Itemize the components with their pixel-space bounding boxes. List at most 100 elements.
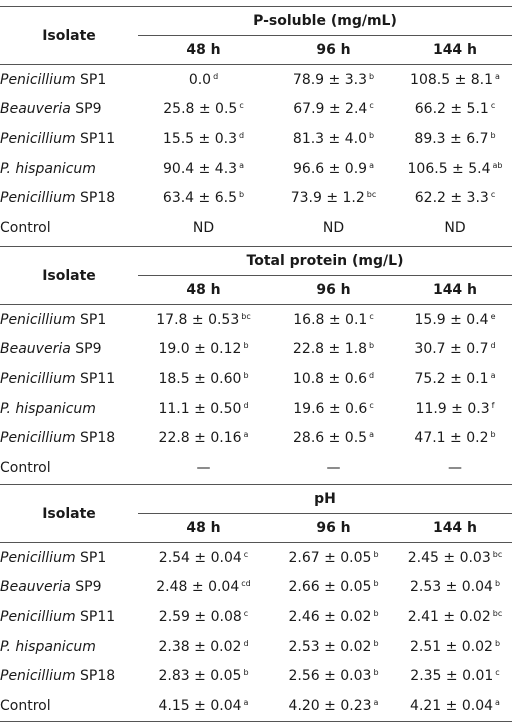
table-row: Penicillium SP1 2.54 ± 0.04 c 2.67 ± 0.05 b 2…	[0, 543, 512, 573]
significance-letter: b	[243, 668, 249, 678]
value-cell: 2.83 ± 0.05 b	[138, 661, 269, 691]
isolate-genus: Beauveria	[0, 341, 71, 358]
mean-sd-value: 106.5 ± 5.4	[407, 160, 491, 177]
mean-sd-value: 17.8 ± 0.53	[156, 311, 240, 328]
significance-letter: b	[369, 341, 375, 351]
value-cell: 2.48 ± 0.04 cd	[138, 573, 269, 603]
value-cell: 30.7 ± 0.7 d	[398, 335, 512, 365]
value-cell: 2.53 ± 0.02 b	[269, 632, 398, 662]
mean-sd-value: 2.66 ± 0.05	[288, 579, 372, 596]
isolate-genus: Beauveria	[0, 579, 71, 596]
mean-sd-value: 81.3 ± 4.0	[292, 130, 367, 147]
significance-letter: b	[373, 638, 379, 648]
value-cell: 96.6 ± 0.9 a	[269, 154, 398, 184]
section-title: pH	[138, 484, 512, 514]
table-row: Beauveria SP9 25.8 ± 0.5 c 67.9 ± 2.4 c 66.2 …	[0, 95, 512, 125]
value-cell: 10.8 ± 0.6 d	[269, 364, 398, 394]
value-cell: 28.6 ± 0.5 a	[269, 423, 398, 453]
table-row: Penicillium SP18 2.83 ± 0.05 b 2.56 ± 0.03 b…	[0, 661, 512, 691]
table-row: Control 4.15 ± 0.04 a 4.20 ± 0.23 a 4.21 ± 0.…	[0, 691, 512, 721]
time-header-144h: 144 h	[398, 275, 512, 305]
mean-sd-value: 2.41 ± 0.02	[407, 608, 491, 625]
value-cell: —	[269, 453, 398, 483]
mean-sd-value: 22.8 ± 1.8	[292, 341, 367, 358]
mean-sd-value: 4.15 ± 0.04	[158, 697, 242, 714]
isolate-name: Penicillium SP11	[0, 602, 138, 632]
significance-letter: a	[369, 430, 374, 440]
isolate-strain: SP1	[75, 549, 107, 566]
table-row: Penicillium SP11 18.5 ± 0.60 b 10.8 ± 0.6 d 7…	[0, 364, 512, 394]
isolate-name: Beauveria SP9	[0, 335, 138, 365]
significance-letter: c	[369, 400, 374, 410]
isolate-genus: Penicillium	[0, 130, 76, 147]
table-row: Beauveria SP9 19.0 ± 0.12 b 22.8 ± 1.8 b 30.7…	[0, 335, 512, 365]
value-cell: ND	[138, 213, 269, 243]
mean-sd-value: 15.9 ± 0.4	[414, 311, 489, 328]
mean-sd-value: 2.67 ± 0.05	[288, 549, 372, 566]
significance-letter: c	[369, 311, 374, 321]
value-cell: 2.67 ± 0.05 b	[269, 543, 398, 573]
significance-letter: b	[239, 190, 245, 200]
mean-sd-value: 19.0 ± 0.12	[158, 341, 242, 358]
value-cell: 73.9 ± 1.2 bc	[269, 183, 398, 213]
isolate-genus: Penicillium	[0, 549, 76, 566]
mean-sd-value: 62.2 ± 3.3	[414, 190, 489, 207]
significance-letter: a	[495, 697, 500, 707]
value-cell: 25.8 ± 0.5 c	[138, 95, 269, 125]
isolate-column-header: Isolate	[0, 6, 138, 65]
value-cell: 11.1 ± 0.50 d	[138, 394, 269, 424]
mean-sd-value: 4.20 ± 0.23	[288, 697, 372, 714]
mean-sd-value: 2.56 ± 0.03	[288, 668, 372, 685]
isolate-column-header: Isolate	[0, 484, 138, 543]
isolate-genus: Penicillium	[0, 190, 76, 207]
time-header-96h: 96 h	[269, 275, 398, 305]
p-soluble-table: Isolate P-soluble (mg/mL) 48 h 96 h 144 …	[0, 6, 512, 243]
value-cell: 2.66 ± 0.05 b	[269, 573, 398, 603]
mean-sd-value: 2.83 ± 0.05	[158, 668, 242, 685]
mean-sd-value: 11.1 ± 0.50	[158, 400, 242, 417]
isolate-genus: Penicillium	[0, 608, 76, 625]
value-cell: 4.15 ± 0.04 a	[138, 691, 269, 721]
significance-letter: d	[490, 341, 496, 351]
mean-sd-value: ND	[192, 219, 215, 236]
isolate-genus: P. hispanicum	[0, 400, 96, 417]
mean-sd-value: ND	[322, 219, 345, 236]
value-cell: 2.56 ± 0.03 b	[269, 661, 398, 691]
isolate-name: P. hispanicum	[0, 632, 138, 662]
value-cell: 0.0 d	[138, 65, 269, 95]
isolate-strain: Control	[0, 697, 51, 714]
isolate-genus: P. hispanicum	[0, 160, 96, 177]
table-row: Penicillium SP1 0.0 d 78.9 ± 3.3 b 108.5 ± 8.…	[0, 65, 512, 95]
significance-letter: b	[490, 430, 496, 440]
mean-sd-value: 89.3 ± 6.7	[414, 130, 489, 147]
mean-sd-value: 10.8 ± 0.6	[292, 370, 367, 387]
value-cell: 15.9 ± 0.4 e	[398, 305, 512, 335]
isolate-strain: SP1	[75, 311, 107, 328]
isolate-strain: SP18	[75, 668, 116, 685]
isolate-strain: Control	[0, 219, 51, 236]
table-row: Penicillium SP18 63.4 ± 6.5 b 73.9 ± 1.2 bc 6…	[0, 183, 512, 213]
mean-sd-value: 2.54 ± 0.04	[158, 549, 242, 566]
isolate-strain: SP11	[75, 370, 116, 387]
value-cell: 15.5 ± 0.3 d	[138, 124, 269, 154]
mean-sd-value: 63.4 ± 6.5	[162, 190, 237, 207]
mean-sd-value: 22.8 ± 0.16	[158, 430, 242, 447]
mean-sd-value: 4.21 ± 0.04	[410, 697, 494, 714]
significance-letter: c	[490, 190, 496, 200]
mean-sd-value: 108.5 ± 8.1	[410, 71, 494, 88]
significance-letter: e	[490, 311, 496, 321]
mean-sd-value: 2.38 ± 0.02	[158, 638, 242, 655]
value-cell: ND	[269, 213, 398, 243]
section-title: Total protein (mg/L)	[138, 246, 512, 276]
value-cell: 17.8 ± 0.53 bc	[138, 305, 269, 335]
isolate-genus: Beauveria	[0, 101, 71, 118]
time-header-96h: 96 h	[269, 513, 398, 543]
mean-sd-value: 2.53 ± 0.04	[409, 579, 493, 596]
mean-sd-value: 78.9 ± 3.3	[292, 71, 367, 88]
value-cell: 62.2 ± 3.3 c	[398, 183, 512, 213]
mean-sd-value: —	[196, 459, 211, 476]
significance-letter: c	[243, 608, 249, 618]
isolate-name: P. hispanicum	[0, 154, 138, 184]
significance-letter: bc	[366, 190, 377, 200]
mean-sd-value: 28.6 ± 0.5	[293, 430, 368, 447]
